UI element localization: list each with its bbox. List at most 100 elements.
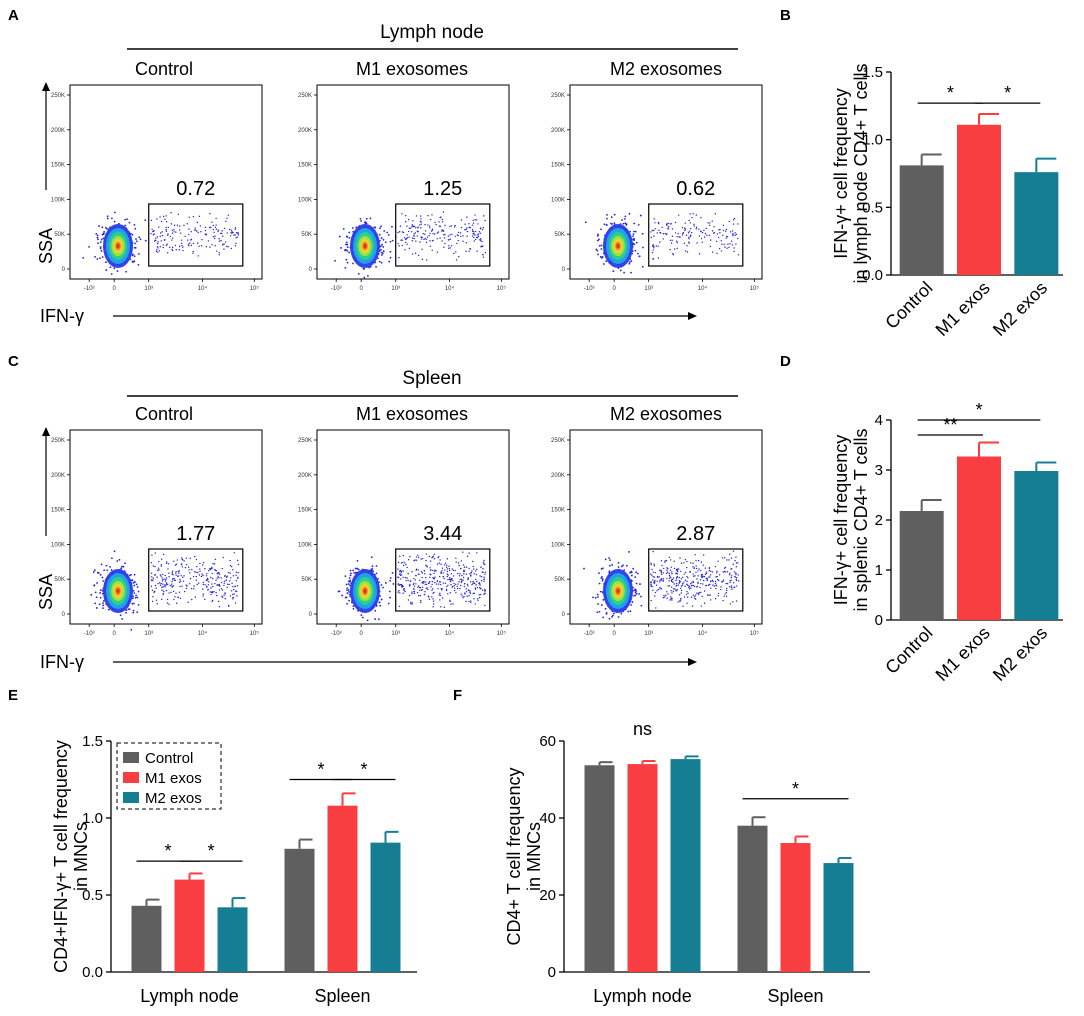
flow-event	[617, 561, 620, 564]
flow-event	[623, 217, 626, 220]
flow-event	[357, 568, 360, 571]
flow-event	[427, 215, 429, 217]
flow-event	[125, 611, 127, 614]
flow-event	[124, 224, 127, 227]
flow-event	[602, 598, 605, 601]
flow-event	[450, 573, 453, 575]
flow-event	[735, 556, 737, 558]
flow-event	[670, 598, 672, 600]
flow-event	[692, 213, 694, 215]
flow-event	[460, 226, 463, 229]
flow-event	[728, 220, 730, 223]
flow-event	[346, 249, 349, 252]
flow-x-tick-label: -10³	[84, 286, 95, 292]
flow-event	[684, 559, 687, 561]
flow-event	[700, 575, 703, 577]
flow-event	[475, 219, 478, 221]
y-axis-label: in MNCs	[71, 822, 91, 891]
flow-event	[211, 244, 213, 246]
y-tick-label: 0	[548, 964, 556, 981]
flow-event	[363, 268, 366, 270]
flow-y-tick-label: 200K	[298, 128, 312, 134]
flow-event	[95, 232, 98, 235]
flow-event	[446, 575, 449, 578]
flow-event	[657, 221, 660, 224]
flow-event	[105, 564, 108, 567]
flow-event	[479, 593, 482, 596]
flow-density-contour	[116, 243, 120, 249]
flow-event	[227, 571, 230, 574]
flow-y-tick-label: 100K	[551, 197, 565, 203]
flow-event	[404, 590, 406, 593]
flow-event	[685, 566, 688, 569]
flow-event	[465, 566, 468, 568]
flow-event	[413, 588, 415, 590]
flow-event	[458, 564, 460, 567]
flow-y-tick-label: 250K	[51, 438, 65, 444]
flow-event	[468, 567, 470, 570]
flow-event	[353, 572, 356, 574]
flow-event	[144, 239, 147, 242]
flow-event	[671, 571, 673, 573]
flow-event	[450, 580, 452, 582]
flow-event	[162, 579, 164, 581]
flow-event	[431, 589, 433, 592]
flow-event	[633, 230, 635, 233]
flow-event	[456, 585, 458, 588]
flow-event	[204, 568, 206, 570]
flow-event	[388, 590, 391, 593]
flow-event	[666, 569, 668, 571]
flow-event	[155, 250, 158, 253]
flow-event	[178, 245, 181, 248]
flow-event	[160, 565, 163, 567]
flow-event	[401, 244, 403, 247]
flow-event	[474, 603, 476, 605]
flow-event	[450, 583, 452, 586]
flow-event	[410, 601, 412, 603]
flow-event	[398, 584, 400, 587]
flow-event	[472, 581, 474, 583]
flow-event	[166, 243, 168, 245]
flow-event	[209, 567, 211, 570]
flow-event	[379, 604, 382, 607]
flow-event	[431, 556, 433, 559]
flow-event	[698, 253, 701, 255]
flow-event	[694, 598, 697, 600]
flow-event	[656, 232, 658, 234]
flow-event	[429, 569, 432, 571]
flow-event	[450, 245, 453, 247]
flow-gate	[148, 548, 244, 612]
flow-event	[137, 590, 140, 593]
flow-event	[672, 590, 675, 593]
flow-event	[356, 567, 359, 570]
flow-event	[400, 578, 402, 580]
flow-event	[662, 232, 665, 235]
flow-event	[428, 234, 430, 237]
flow-event	[165, 215, 167, 217]
flow-event	[99, 596, 102, 599]
flow-event	[701, 595, 703, 597]
flow-event	[714, 213, 717, 215]
flow-event	[237, 563, 240, 566]
flow-event	[236, 585, 239, 587]
flow-event	[162, 553, 165, 556]
flow-event	[653, 218, 655, 220]
flow-event	[627, 610, 630, 613]
flow-event	[155, 599, 158, 601]
flow-event	[722, 224, 725, 227]
flow-event	[179, 580, 182, 582]
flow-event	[670, 580, 673, 582]
flow-event	[617, 616, 620, 618]
flow-event	[346, 592, 349, 595]
flow-event	[628, 262, 631, 265]
flow-event	[601, 579, 604, 582]
flow-event	[234, 590, 237, 592]
flow-event	[468, 600, 470, 603]
flow-event	[418, 585, 420, 587]
flow-event	[736, 577, 738, 579]
flow-event	[415, 556, 418, 558]
flow-event	[652, 571, 654, 573]
flow-event	[230, 577, 232, 579]
flow-event	[446, 564, 448, 566]
flow-event	[712, 580, 714, 583]
